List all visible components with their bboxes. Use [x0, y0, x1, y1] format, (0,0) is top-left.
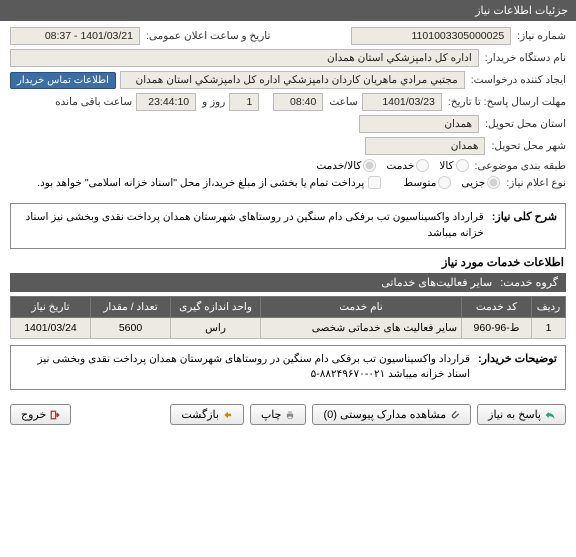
desc-text: قرارداد واکسیناسیون تب برفکی دام سنگین د…	[19, 210, 484, 242]
back-icon	[223, 410, 233, 420]
remain-label: ساعت باقی مانده	[53, 96, 132, 108]
buyer-notes-label: توضیحات خریدار:	[478, 352, 557, 365]
radio-minor[interactable]: جزیی	[461, 176, 500, 189]
page-header: جزئیات اطلاعات نیاز	[0, 0, 576, 21]
province-value: همدان	[359, 115, 479, 133]
days-value: 1	[229, 93, 259, 111]
city-label: شهر محل تحویل:	[489, 140, 566, 152]
row-city: شهر محل تحویل: همدان	[10, 137, 566, 155]
back-button[interactable]: بازگشت	[170, 404, 244, 425]
announce-value: 1401/03/21 - 08:37	[10, 27, 140, 45]
page-title: جزئیات اطلاعات نیاز	[475, 5, 568, 17]
deadline-label: مهلت ارسال پاسخ: تا تاریخ:	[446, 96, 566, 108]
col-code: کد خدمت	[462, 296, 532, 317]
exit-button[interactable]: خروج	[10, 404, 71, 425]
requester-label: ایجاد کننده درخواست:	[469, 74, 566, 86]
payment-note-text: پرداخت تمام یا بخشی از مبلغ خرید،از محل …	[37, 177, 364, 189]
cell-code: ط-96-960	[462, 317, 532, 338]
col-index: ردیف	[532, 296, 566, 317]
payment-checkbox[interactable]	[368, 176, 381, 189]
deadline-date: 1401/03/23	[362, 93, 442, 111]
col-unit: واحد اندازه گیری	[171, 296, 261, 317]
announce-label: تاریخ و ساعت اعلان عمومی:	[144, 30, 270, 42]
desc-label: شرح کلی نیاز:	[492, 210, 557, 223]
cell-name: سایر فعالیت های خدماتی شخصی	[261, 317, 462, 338]
radio-medium[interactable]: متوسط	[403, 176, 451, 189]
group-bar: گروه خدمت: سایر فعالیت‌های خدماتی	[10, 273, 566, 292]
radio-goods[interactable]: کالا	[439, 159, 468, 172]
requester-value: مجتبي مرادي ماهريان کاردان دامپزشکي ادار…	[120, 71, 465, 89]
buyer-notes-frame: توضیحات خریدار: قرارداد واکسیناسیون تب ب…	[10, 345, 566, 391]
radio-both[interactable]: کالا/خدمت	[316, 159, 376, 172]
col-name: نام خدمت	[261, 296, 462, 317]
table-header-row: ردیف کد خدمت نام خدمت واحد اندازه گیری ت…	[11, 296, 566, 317]
reply-icon	[545, 410, 555, 420]
city-value: همدان	[365, 137, 485, 155]
need-no-value: 1101003305000025	[351, 27, 511, 45]
print-button[interactable]: چاپ	[250, 404, 307, 425]
printer-icon	[285, 410, 295, 420]
row-need-no: شماره نیاز: 1101003305000025 تاریخ و ساع…	[10, 27, 566, 45]
cell-date: 1401/03/24	[11, 317, 91, 338]
remain-time: 23:44:10	[136, 93, 196, 111]
category-label: طبقه بندی موضوعی:	[473, 160, 566, 172]
row-buyer-org: نام دستگاه خریدار: اداره کل دامپزشکي است…	[10, 49, 566, 67]
cell-unit: راس	[171, 317, 261, 338]
buyer-notes-text: قرارداد واکسیناسیون تب برفکی دام سنگین د…	[19, 352, 470, 384]
radio-service[interactable]: خدمت	[386, 159, 429, 172]
time-label-1: ساعت	[327, 96, 358, 108]
group-label: گروه خدمت:	[500, 276, 558, 289]
category-radio-group: کالا خدمت کالا/خدمت	[316, 159, 468, 172]
services-table-wrap: ردیف کد خدمت نام خدمت واحد اندازه گیری ت…	[10, 296, 566, 339]
col-date: تاریخ نیاز	[11, 296, 91, 317]
button-row: پاسخ به نیاز مشاهده مدارک پیوستی (0) چاپ…	[0, 396, 576, 433]
services-table: ردیف کد خدمت نام خدمت واحد اندازه گیری ت…	[10, 296, 566, 339]
buyer-contact-button[interactable]: اطلاعات تماس خریدار	[10, 72, 116, 89]
buyer-org-label: نام دستگاه خریدار:	[483, 52, 566, 64]
exit-icon	[50, 410, 60, 420]
row-deadline: مهلت ارسال پاسخ: تا تاریخ: 1401/03/23 سا…	[10, 93, 566, 111]
row-category: طبقه بندی موضوعی: کالا خدمت کالا/خدمت	[10, 159, 566, 172]
priority-label: نوع اعلام نیاز:	[504, 177, 566, 189]
cell-qty: 5600	[91, 317, 171, 338]
payment-note-row: پرداخت تمام یا بخشی از مبلغ خرید،از محل …	[37, 176, 381, 189]
form-area: شماره نیاز: 1101003305000025 تاریخ و ساع…	[0, 21, 576, 197]
general-desc-frame: شرح کلی نیاز: قرارداد واکسیناسیون تب برف…	[10, 203, 566, 249]
cell-index: 1	[532, 317, 566, 338]
row-priority: نوع اعلام نیاز: جزیی متوسط پرداخت تمام ی…	[10, 176, 566, 189]
row-requester: ایجاد کننده درخواست: مجتبي مرادي ماهريان…	[10, 71, 566, 89]
row-province: استان محل تحویل: همدان	[10, 115, 566, 133]
group-value: سایر فعالیت‌های خدماتی	[381, 276, 492, 289]
buyer-org-value: اداره کل دامپزشکي استان همدان	[10, 49, 479, 67]
deadline-time: 08:40	[273, 93, 323, 111]
respond-button[interactable]: پاسخ به نیاز	[477, 404, 566, 425]
col-qty: تعداد / مقدار	[91, 296, 171, 317]
priority-radio-group: جزیی متوسط	[403, 176, 500, 189]
services-header: اطلاعات خدمات مورد نیاز	[12, 255, 564, 269]
province-label: استان محل تحویل:	[483, 118, 566, 130]
table-row[interactable]: 1 ط-96-960 سایر فعالیت های خدماتی شخصی ر…	[11, 317, 566, 338]
need-no-label: شماره نیاز:	[515, 30, 566, 42]
attachments-button[interactable]: مشاهده مدارک پیوستی (0)	[312, 404, 471, 425]
days-label: روز و	[200, 96, 225, 108]
attachment-icon	[450, 410, 460, 420]
